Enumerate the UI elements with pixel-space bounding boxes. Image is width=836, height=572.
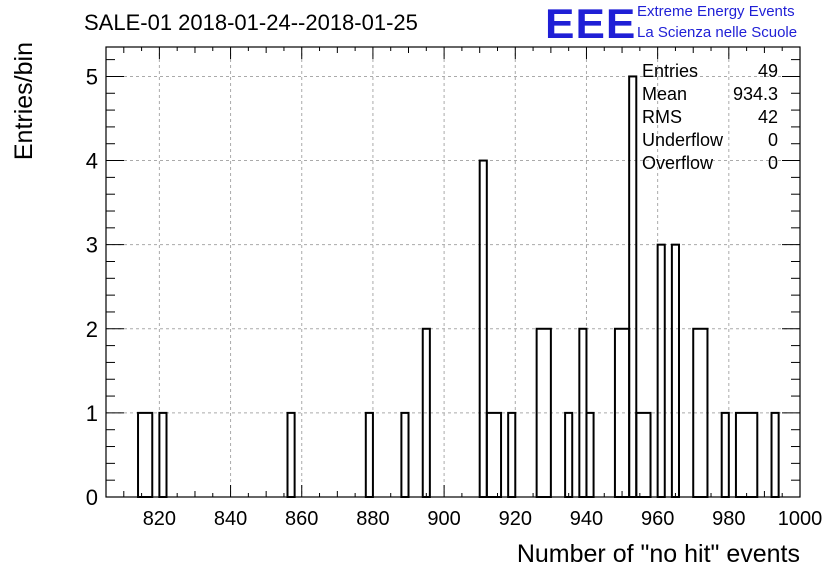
stats-label: RMS [642,107,682,127]
x-axis-ticks: 820 840 860 880 900 920 940 960 980 1000 [105,47,823,530]
histogram-bar [286,411,296,498]
eee-logo-mark: EEE [545,0,637,47]
stats-label: Entries [642,61,698,81]
histogram-bar [564,411,574,498]
y-tick-label: 2 [86,317,98,342]
histogram-bar [734,411,759,498]
eee-logo-line2: La Scienza nelle Scuole [637,24,798,41]
x-tick-label: 860 [285,508,318,530]
stats-label: Mean [642,84,687,104]
histogram-bar [585,411,595,498]
y-tick-label: 3 [86,233,98,258]
y-tick-label: 0 [86,485,98,510]
histogram-bar [628,75,638,499]
x-axis-label: Number of "no hit" events [517,540,800,568]
x-tick-label: 840 [214,508,247,530]
stats-value: 42 [758,107,778,127]
histogram-bar [364,411,374,498]
stats-box: Entries 49 Mean 934.3 RMS 42 Underflow 0 Overflo… [642,61,778,173]
histogram-bar [485,411,503,498]
x-tick-label: 880 [356,508,389,530]
x-tick-label: 900 [427,508,460,530]
y-axis-ticks: 0 1 2 3 4 5 [86,59,800,510]
plot-frame [105,46,801,498]
eee-logo-line1: Extreme Energy Events [637,3,795,20]
x-tick-label: 960 [641,508,674,530]
y-tick-label: 5 [86,64,98,89]
stats-label: Overflow [642,153,714,173]
stats-value: 49 [758,61,778,81]
histogram-bar [507,411,517,498]
x-tick-label: 940 [570,508,603,530]
grid-lines [106,47,801,497]
eee-logo: EEE Extreme Energy Events La Scienza nel… [545,0,835,47]
x-tick-label: 1000 [778,508,823,530]
histogram-bar [635,411,652,498]
histogram-bar [400,411,410,498]
y-tick-label: 4 [86,149,98,174]
x-tick-label: 920 [499,508,532,530]
stats-value: 0 [768,130,778,150]
stats-value: 934.3 [733,84,778,104]
histogram-bar [137,411,154,498]
histogram-bar [670,243,680,498]
histogram-bar [720,411,730,498]
stats-value: 0 [768,153,778,173]
x-tick-label: 820 [143,508,176,530]
histogram-bar [770,411,780,498]
stats-label: Underflow [642,130,724,150]
x-tick-label: 980 [712,508,745,530]
histogram-bar [656,243,666,498]
y-tick-label: 1 [86,401,98,426]
histogram-bar [158,411,168,498]
chart-title: SALE-01 2018-01-24--2018-01-25 [84,10,418,35]
y-axis-label: Entries/bin [10,42,38,160]
